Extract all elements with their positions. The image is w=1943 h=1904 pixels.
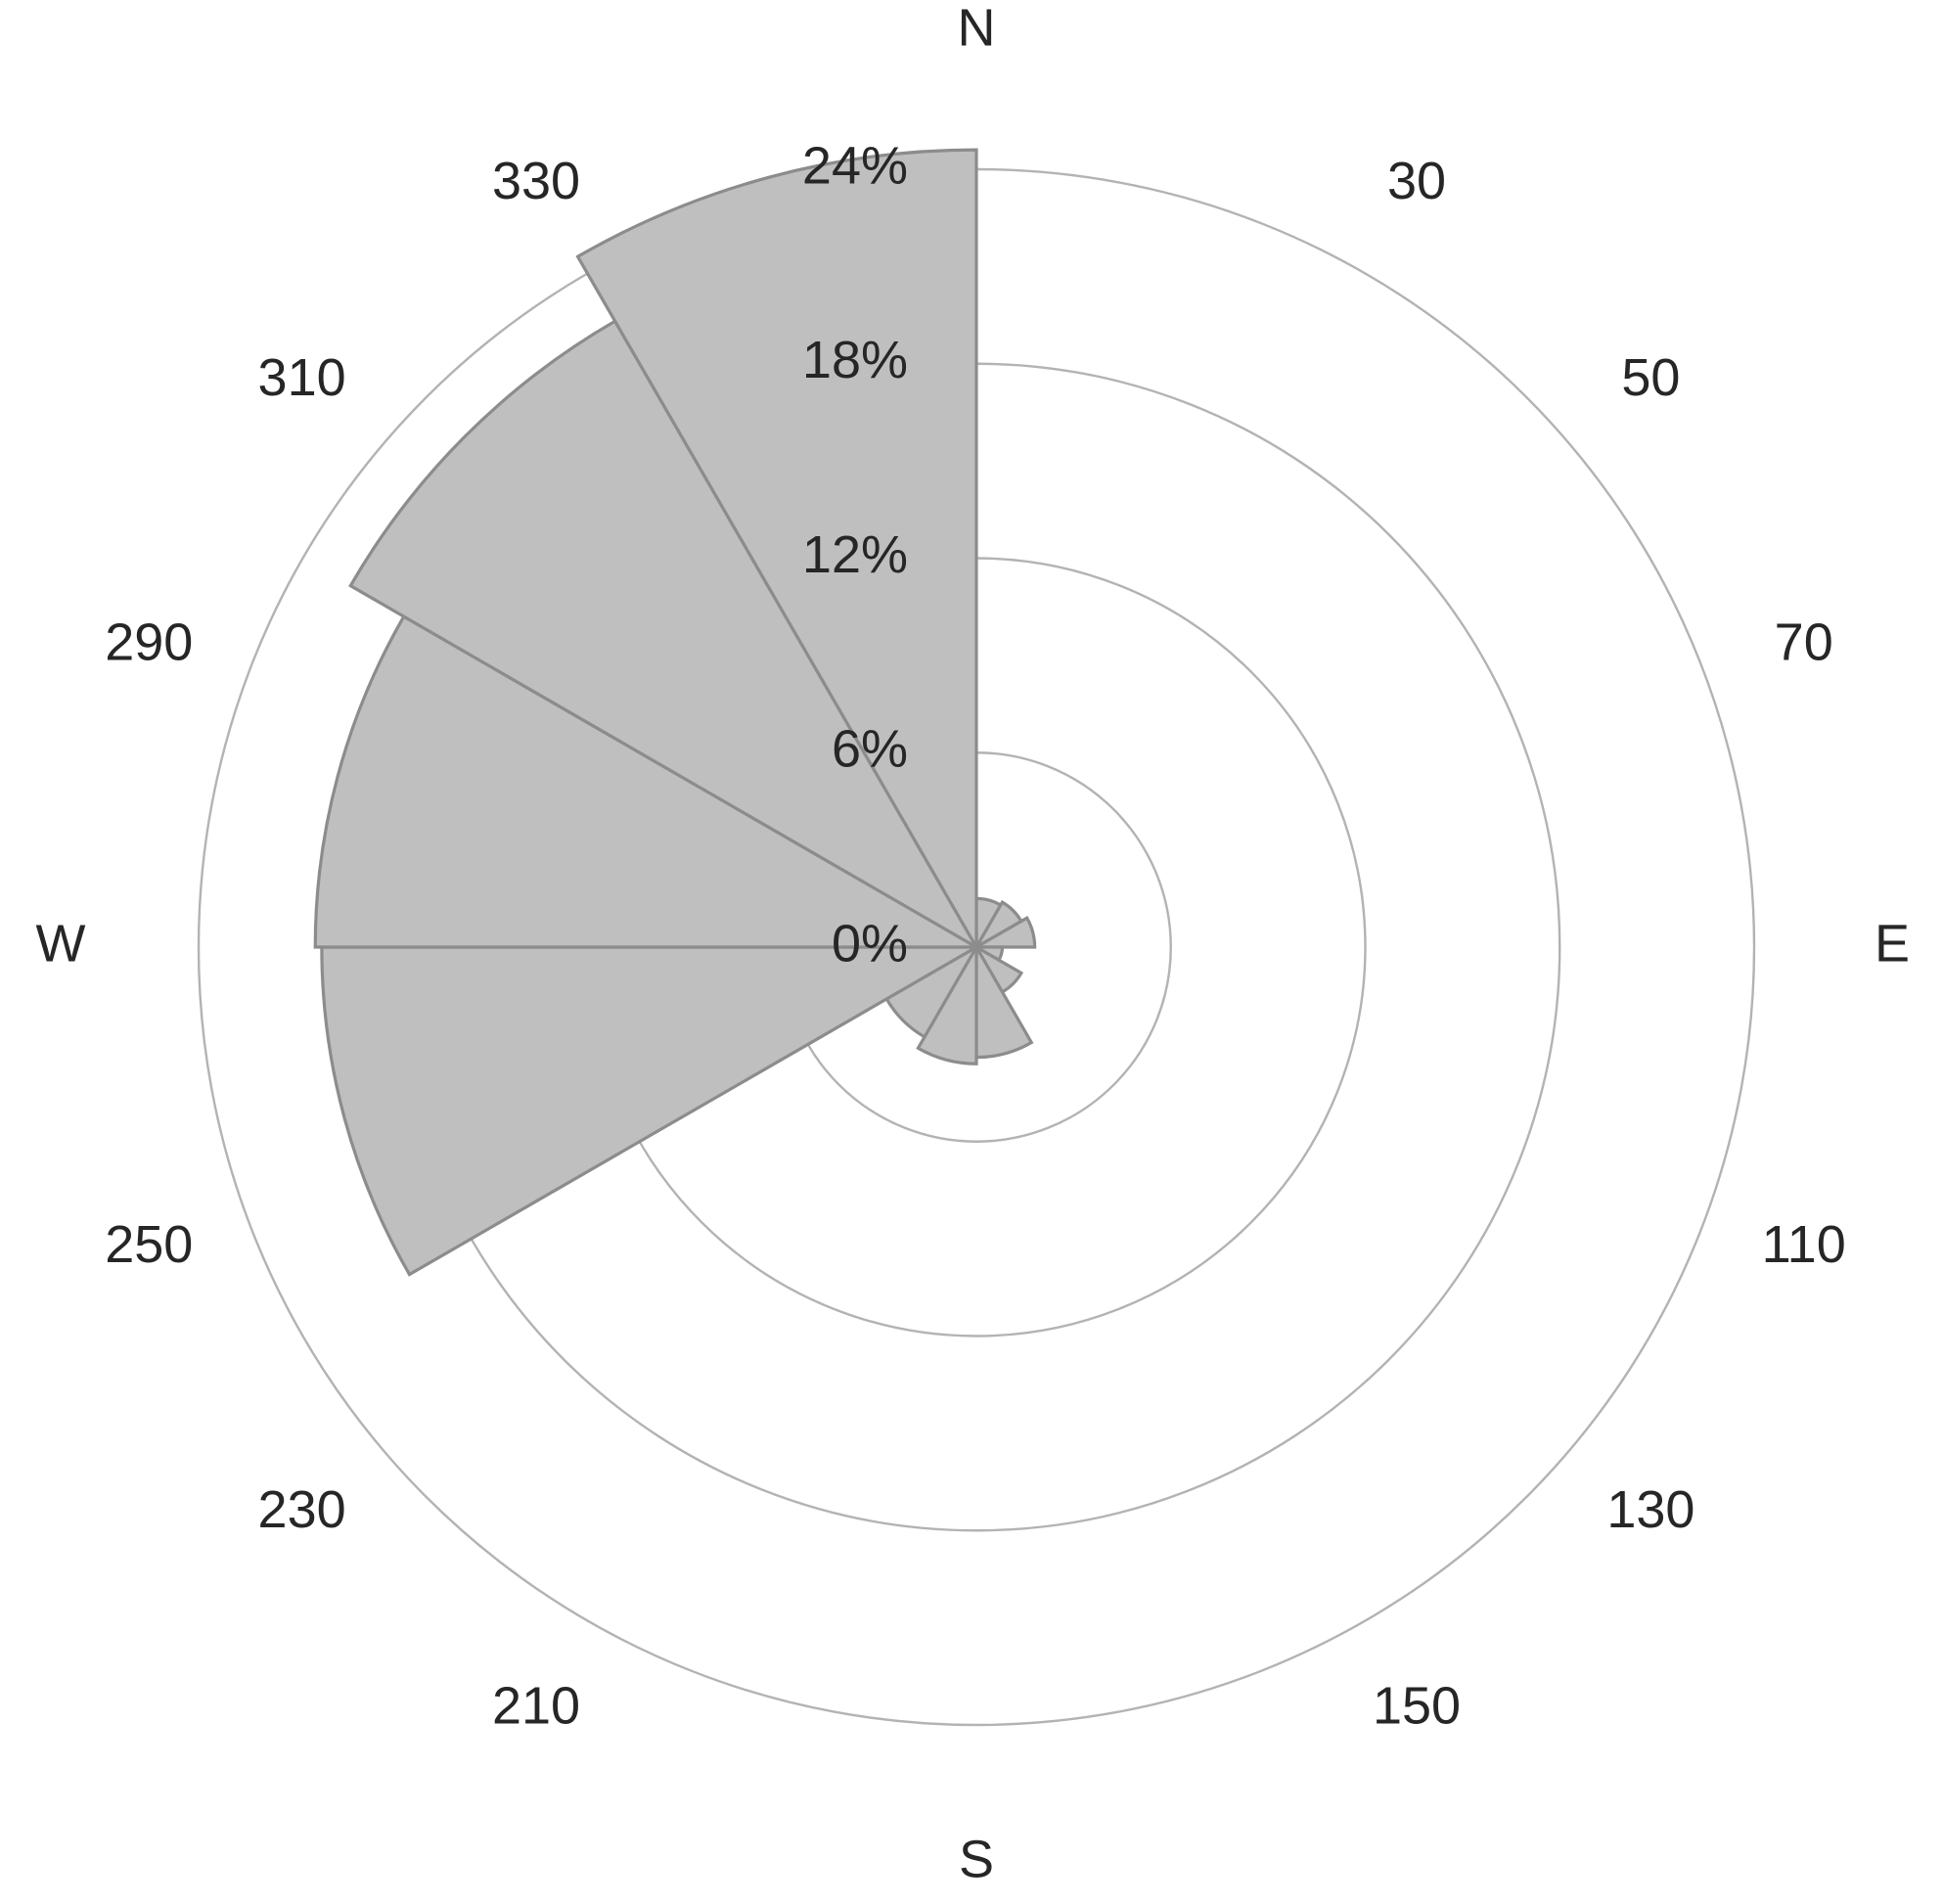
angle-label-30: 30 <box>1387 152 1446 210</box>
angle-label-290: 290 <box>105 612 193 671</box>
ring-label-3: 18% <box>802 331 908 389</box>
angle-tick-labels: 30 50 70 110 130 150 210 230 250 290 310 330 <box>105 152 1846 1736</box>
ring-label-4: 24% <box>802 136 908 195</box>
ring-label-1: 6% <box>832 720 908 779</box>
ring-label-2: 12% <box>802 525 908 584</box>
direction-label-n: N <box>958 0 996 57</box>
direction-label-e: E <box>1875 914 1910 973</box>
bar-255 <box>320 945 982 1277</box>
angle-label-250: 250 <box>105 1215 193 1274</box>
angle-label-210: 210 <box>492 1677 580 1736</box>
bar-195 <box>916 941 978 1065</box>
bar-345 <box>575 148 978 953</box>
angle-label-330: 330 <box>492 152 580 210</box>
angle-label-50: 50 <box>1621 348 1680 407</box>
direction-label-w: W <box>36 914 86 973</box>
direction-label-s: S <box>959 1830 994 1888</box>
radial-tick-labels: 0% 6% 12% 18% 24% <box>802 136 908 973</box>
bar-75 <box>971 916 1037 949</box>
angle-label-310: 310 <box>258 348 346 407</box>
angle-label-150: 150 <box>1373 1677 1461 1736</box>
compass-direction-labels: N E S W <box>36 0 1911 1888</box>
angle-label-70: 70 <box>1775 612 1833 671</box>
angle-label-130: 130 <box>1606 1480 1694 1539</box>
bar-315 <box>348 319 981 952</box>
ring-label-0: 0% <box>832 914 908 973</box>
chart-bars <box>313 148 1037 1277</box>
angle-label-230: 230 <box>258 1480 346 1539</box>
bar-285 <box>313 613 982 949</box>
angle-label-110: 110 <box>1762 1215 1846 1274</box>
